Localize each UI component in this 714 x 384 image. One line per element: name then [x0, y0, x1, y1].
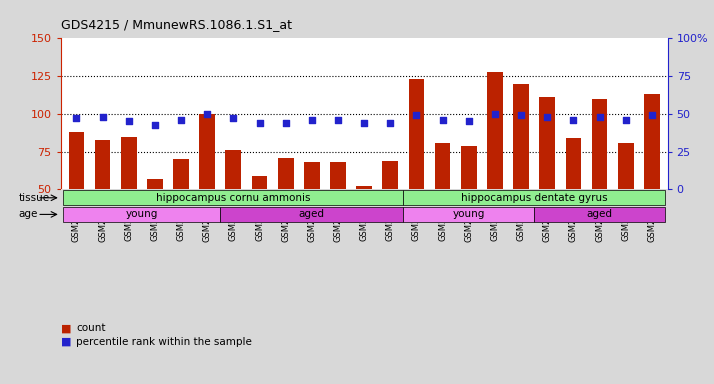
Bar [383, 161, 398, 189]
Point [411, 113, 422, 119]
Bar [64, 190, 403, 205]
Point [97, 114, 109, 120]
Bar [278, 158, 293, 189]
Point [516, 113, 527, 119]
Point [620, 117, 631, 123]
Bar [403, 190, 665, 205]
Point [123, 118, 134, 124]
Text: GDS4215 / MmunewRS.1086.1.S1_at: GDS4215 / MmunewRS.1086.1.S1_at [61, 18, 292, 31]
Point [228, 116, 239, 122]
Point [568, 117, 579, 123]
Point [489, 111, 501, 117]
Bar [539, 97, 555, 189]
Bar [565, 138, 581, 189]
Bar [487, 72, 503, 189]
Text: young: young [453, 209, 485, 219]
Point [176, 117, 187, 123]
Point [306, 117, 318, 123]
Point [280, 120, 291, 126]
Point [358, 120, 370, 126]
Text: age: age [19, 209, 39, 219]
Text: hippocampus dentate gyrus: hippocampus dentate gyrus [461, 193, 608, 203]
Bar [199, 114, 215, 189]
Bar [618, 142, 633, 189]
Bar [174, 159, 189, 189]
Point [149, 121, 161, 127]
Bar [304, 162, 320, 189]
Point [385, 120, 396, 126]
Text: young: young [126, 209, 158, 219]
Bar [513, 84, 529, 189]
Text: percentile rank within the sample: percentile rank within the sample [76, 337, 252, 347]
Bar [95, 140, 111, 189]
Point [253, 120, 265, 126]
Bar [251, 176, 267, 189]
Bar [534, 207, 665, 222]
Point [541, 114, 553, 120]
Bar [461, 146, 477, 189]
Bar [644, 94, 660, 189]
Point [437, 117, 448, 123]
Bar [220, 207, 403, 222]
Bar [226, 150, 241, 189]
Text: count: count [76, 323, 106, 333]
Point [71, 116, 82, 122]
Bar [64, 207, 220, 222]
Point [463, 118, 475, 124]
Point [201, 111, 213, 117]
Text: aged: aged [587, 209, 613, 219]
Bar [147, 179, 163, 189]
Point [646, 113, 658, 119]
Text: hippocampus cornu ammonis: hippocampus cornu ammonis [156, 193, 311, 203]
Bar [435, 142, 451, 189]
Bar [330, 162, 346, 189]
Point [332, 117, 343, 123]
Bar [356, 187, 372, 189]
Text: tissue: tissue [19, 193, 50, 203]
Bar [121, 137, 136, 189]
Bar [408, 79, 424, 189]
Point [594, 114, 605, 120]
Bar [69, 132, 84, 189]
Text: aged: aged [299, 209, 325, 219]
Text: ■: ■ [61, 337, 71, 347]
Bar [592, 99, 608, 189]
Bar [403, 207, 534, 222]
Text: ■: ■ [61, 323, 71, 333]
